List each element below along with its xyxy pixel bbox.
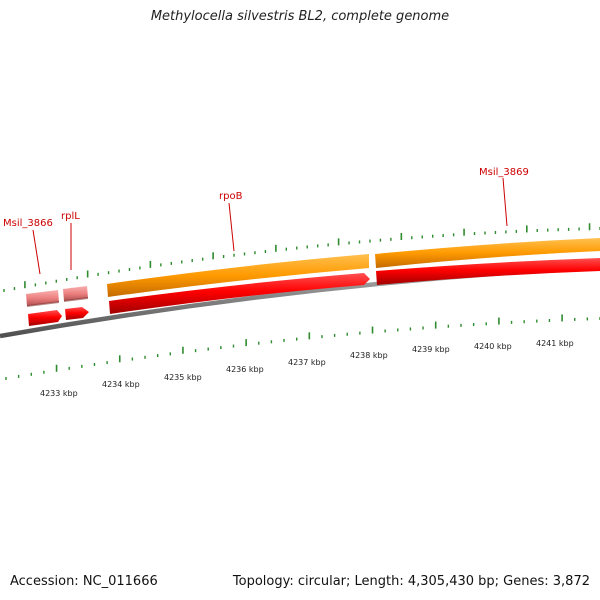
lower-tick-track	[5, 314, 600, 380]
gene-label-msil-3866: Msil_3866	[3, 218, 53, 275]
kbp-label: 4240 kbp	[474, 342, 512, 351]
kbp-label: 4237 kbp	[288, 358, 326, 367]
gene-label-rpob: rpoB	[219, 191, 243, 252]
feature-msil-3866-forward-row[interactable]	[26, 290, 59, 307]
feature-msil-3866-red-arrow[interactable]	[28, 310, 62, 326]
kbp-label: 4233 kbp	[40, 389, 78, 398]
map-title: Methylocella silvestris BL2, complete ge…	[150, 9, 450, 24]
kbp-labels: 4233 kbp 4234 kbp 4235 kbp 4236 kbp 4237…	[40, 339, 574, 398]
svg-text:rplL: rplL	[61, 211, 80, 222]
gene-label-msil-3869: Msil_3869	[479, 167, 529, 227]
feature-rpob-red-arrow[interactable]	[109, 273, 370, 314]
accession-text: Accession: NC_011666	[10, 574, 158, 589]
svg-text:rpoB: rpoB	[219, 191, 243, 202]
feature-msil-3869-red[interactable]	[376, 258, 600, 285]
feature-rpll-forward-row[interactable]	[63, 286, 88, 302]
feature-rpob-orange[interactable]	[107, 254, 369, 297]
kbp-label: 4234 kbp	[102, 380, 140, 389]
kbp-label: 4236 kbp	[226, 365, 264, 374]
gene-label-rpll: rplL	[61, 211, 80, 270]
genome-backbone	[0, 264, 600, 339]
kbp-label: 4239 kbp	[412, 345, 450, 354]
svg-text:Msil_3866: Msil_3866	[3, 218, 53, 229]
kbp-label: 4241 kbp	[536, 339, 574, 348]
kbp-label: 4235 kbp	[164, 373, 202, 382]
genome-summary-text: Topology: circular; Length: 4,305,430 bp…	[232, 574, 590, 589]
feature-rpll-red-arrow[interactable]	[65, 307, 89, 320]
feature-msil-3869-orange[interactable]	[375, 238, 600, 268]
kbp-label: 4238 kbp	[350, 351, 388, 360]
upper-tick-track	[3, 223, 600, 292]
svg-text:Msil_3869: Msil_3869	[479, 167, 529, 178]
